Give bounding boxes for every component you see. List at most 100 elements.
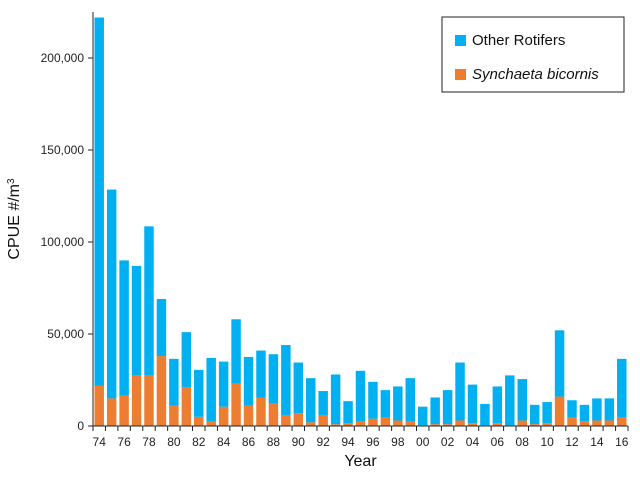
y-tick-label-200000: 200,000 [41,51,85,65]
bar-other-rotifers-94 [343,401,353,424]
x-tick-label-74: 74 [93,435,107,449]
bar-other-rotifers-99 [405,378,415,422]
x-tick-label-12: 12 [565,435,579,449]
y-axis-title: CPUE #/m3 [6,178,24,260]
bar-other-rotifers-15 [604,398,615,421]
bar-other-rotifers-97 [380,390,391,418]
bar-synchaeta-bicornis-91 [306,422,316,426]
bar-other-rotifers-80 [169,358,179,406]
x-tick-label-88: 88 [267,435,281,449]
bar-synchaeta-bicornis-96 [368,418,378,426]
x-tick-label-90: 90 [292,435,306,449]
legend-label-other-rotifers: Other Rotifers [472,32,565,49]
bar-synchaeta-bicornis-76 [119,395,129,426]
x-axis-title: Year [344,453,377,470]
bar-synchaeta-bicornis-87 [256,397,266,426]
y-axis-title-superscript: 3 [6,178,17,184]
bar-synchaeta-bicornis-78 [144,375,154,426]
bar-other-rotifers-00 [417,406,428,426]
bar-other-rotifers-87 [256,350,266,398]
bar-synchaeta-bicornis-92 [318,414,328,426]
x-tick-label-14: 14 [590,435,604,449]
x-tick-label-78: 78 [142,435,156,449]
bar-other-rotifers-93 [330,374,341,425]
bar-synchaeta-bicornis-97 [380,417,391,426]
bar-synchaeta-bicornis-89 [281,414,291,426]
legend: Other Rotifers Synchaeta bicornis [441,16,625,93]
bar-other-rotifers-77 [131,265,142,376]
bar-other-rotifers-81 [181,332,192,388]
bar-other-rotifers-05 [480,403,490,426]
bar-other-rotifers-96 [368,381,378,419]
bar-synchaeta-bicornis-02 [442,424,453,426]
bar-other-rotifers-78 [144,226,154,376]
bar-synchaeta-bicornis-93 [330,424,341,426]
x-tick-label-96: 96 [366,435,380,449]
x-tick-label-06: 06 [491,435,505,449]
bar-other-rotifers-85 [231,319,241,384]
bar-synchaeta-bicornis-81 [181,387,192,426]
bar-other-rotifers-79 [156,299,167,357]
bar-other-rotifers-76 [119,260,129,396]
bar-other-rotifers-06 [492,386,503,424]
x-tick-label-76: 76 [117,435,131,449]
x-tick-label-00: 00 [416,435,430,449]
bar-other-rotifers-04 [467,384,478,424]
x-tick-label-02: 02 [441,435,455,449]
bar-synchaeta-bicornis-86 [243,405,254,426]
bar-synchaeta-bicornis-12 [567,417,577,426]
x-tick-label-80: 80 [167,435,181,449]
legend-swatch-other-rotifers [455,35,466,46]
bar-other-rotifers-90 [293,362,304,414]
bar-other-rotifers-95 [355,370,366,422]
y-tick-label-150000: 150,000 [41,143,85,157]
bar-other-rotifers-89 [281,345,291,415]
y-tick-label-100000: 100,000 [41,235,85,249]
x-ticks: 74 76 78 80 82 84 86 88 90 92 94 96 98 00 02 04 06 08 10 12… [92,426,629,449]
bar-synchaeta-bicornis-16 [617,417,627,426]
bar-synchaeta-bicornis-01 [430,424,440,426]
bar-synchaeta-bicornis-95 [355,421,366,426]
bar-other-rotifers-09 [529,404,540,425]
y-tick-label-50000: 50,000 [47,327,84,341]
x-tick-label-92: 92 [316,435,330,449]
bar-other-rotifers-16 [617,358,627,418]
legend-swatch-synchaeta-bicornis [455,69,466,80]
x-tick-label-86: 86 [242,435,256,449]
bar-synchaeta-bicornis-94 [343,423,353,426]
bar-other-rotifers-03 [455,362,465,421]
legend-label-synchaeta-bicornis: Synchaeta bicornis [472,66,599,83]
legend-box [441,16,625,93]
x-tick-label-16: 16 [615,435,629,449]
bar-other-rotifers-91 [306,378,316,423]
bar-synchaeta-bicornis-14 [592,420,602,426]
bar-synchaeta-bicornis-08 [517,420,527,426]
bar-synchaeta-bicornis-98 [393,420,403,426]
bar-synchaeta-bicornis-06 [492,423,503,426]
bar-other-rotifers-10 [542,402,552,424]
bar-synchaeta-bicornis-82 [194,416,204,426]
x-tick-label-82: 82 [192,435,206,449]
bars-layer [94,17,627,426]
bar-other-rotifers-82 [194,369,204,417]
bar-synchaeta-bicornis-03 [455,420,465,426]
bar-synchaeta-bicornis-88 [268,403,279,426]
bar-synchaeta-bicornis-84 [218,406,229,426]
bar-synchaeta-bicornis-79 [156,356,167,426]
bar-synchaeta-bicornis-04 [467,423,478,426]
bar-other-rotifers-01 [430,397,440,425]
bar-synchaeta-bicornis-99 [405,421,415,426]
bar-other-rotifers-11 [554,330,565,397]
y-axis-title-main: CPUE #/m [6,184,23,260]
bar-synchaeta-bicornis-77 [131,375,142,426]
x-tick-label-08: 08 [516,435,530,449]
bar-other-rotifers-13 [579,404,590,422]
bar-other-rotifers-92 [318,391,328,415]
bar-synchaeta-bicornis-13 [579,421,590,426]
bar-synchaeta-bicornis-80 [169,405,179,426]
x-tick-label-94: 94 [341,435,355,449]
x-tick-label-84: 84 [217,435,231,449]
bar-other-rotifers-75 [106,189,117,399]
bar-synchaeta-bicornis-90 [293,413,304,426]
